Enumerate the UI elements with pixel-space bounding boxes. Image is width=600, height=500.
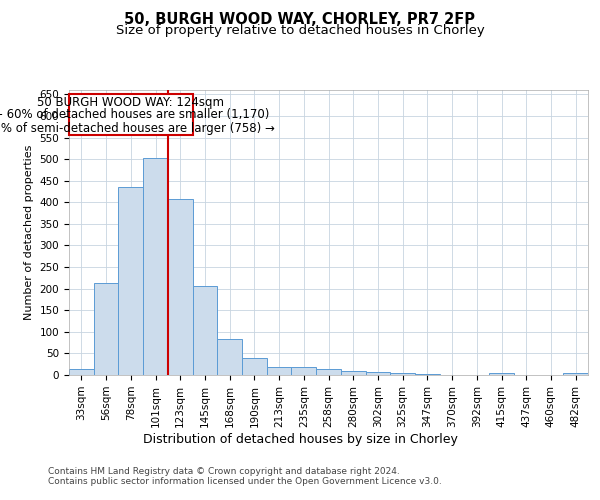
Text: ← 60% of detached houses are smaller (1,170): ← 60% of detached houses are smaller (1,… [0, 108, 269, 122]
FancyBboxPatch shape [69, 94, 193, 136]
Bar [168, 199, 193, 375]
Text: 50 BURGH WOOD WAY: 124sqm: 50 BURGH WOOD WAY: 124sqm [37, 96, 224, 108]
Bar [267, 367, 292, 375]
Bar [292, 367, 316, 375]
Bar [193, 286, 217, 375]
Bar [563, 373, 588, 375]
Bar [341, 371, 365, 375]
Bar [143, 158, 168, 375]
Bar [390, 374, 415, 375]
Bar [415, 374, 440, 375]
Text: Contains HM Land Registry data © Crown copyright and database right 2024.: Contains HM Land Registry data © Crown c… [48, 468, 400, 476]
Text: 50, BURGH WOOD WAY, CHORLEY, PR7 2FP: 50, BURGH WOOD WAY, CHORLEY, PR7 2FP [125, 12, 476, 28]
Bar [316, 369, 341, 375]
Y-axis label: Number of detached properties: Number of detached properties [24, 145, 34, 320]
Bar [365, 372, 390, 375]
Bar [489, 374, 514, 375]
Text: Contains public sector information licensed under the Open Government Licence v3: Contains public sector information licen… [48, 478, 442, 486]
Bar [69, 368, 94, 375]
Bar [242, 358, 267, 375]
Bar [217, 338, 242, 375]
Bar [118, 186, 143, 375]
Text: 39% of semi-detached houses are larger (758) →: 39% of semi-detached houses are larger (… [0, 122, 275, 134]
Text: Size of property relative to detached houses in Chorley: Size of property relative to detached ho… [116, 24, 484, 37]
Text: Distribution of detached houses by size in Chorley: Distribution of detached houses by size … [143, 432, 457, 446]
Bar [94, 284, 118, 375]
